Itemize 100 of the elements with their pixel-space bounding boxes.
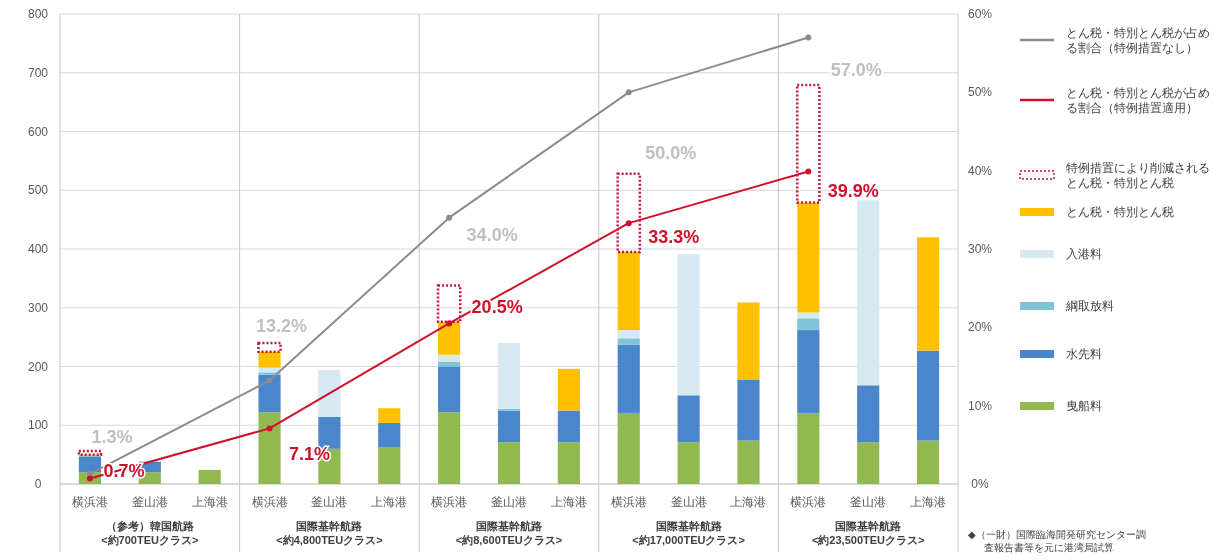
text: 国際基幹航路 <約4,800TEUクラス> <box>276 520 383 546</box>
point <box>266 377 273 384</box>
bar <box>737 380 760 441</box>
y2-tick-label: 40% <box>967 163 993 178</box>
legend-label: とん税・特別とん税が占める割合（特例措置なし） <box>1066 26 1210 55</box>
y-tick-label: 100 <box>27 418 49 433</box>
point <box>625 89 632 96</box>
bar <box>857 442 880 484</box>
text: ◆（一財）国際臨海開発研究センター調査報告書等を元に港湾局試算 <box>968 529 1146 553</box>
point <box>805 34 812 41</box>
bar <box>677 254 700 396</box>
data-label: 50.0% <box>645 143 697 164</box>
y2-tick-label: 10% <box>967 398 993 413</box>
bar <box>916 237 940 351</box>
bar <box>497 410 521 443</box>
x-tick-label: 釜山港 <box>850 495 887 509</box>
legend-label: 水先料 <box>1066 348 1102 360</box>
bar <box>616 172 642 254</box>
bar <box>318 370 341 418</box>
data-label: 34.0% <box>466 224 518 245</box>
y-tick-label: 500 <box>27 183 49 198</box>
bar <box>77 449 103 456</box>
point <box>86 470 93 477</box>
bar <box>78 456 102 473</box>
bar <box>737 440 760 484</box>
point <box>446 320 453 327</box>
legend-label: 綱取放料 <box>1065 300 1114 312</box>
point <box>266 425 273 432</box>
y-tick-label: 800 <box>27 7 49 21</box>
x-tick-label: 上海港 <box>910 495 947 509</box>
text: 国際基幹航路 <約23,500TEUクラス> <box>811 520 925 546</box>
bar <box>797 312 820 319</box>
legend-label: とん税・特別とん税が占める割合（特例措置適用） <box>1066 86 1210 115</box>
legend-label: 曳船料 <box>1066 400 1102 412</box>
y2-tick-label: 20% <box>967 320 993 335</box>
y2-tick-label: 50% <box>967 85 993 100</box>
point <box>625 220 632 227</box>
text: 国際基幹航路 <約17,000TEUクラス> <box>632 520 745 546</box>
bar <box>797 412 820 484</box>
text: 国際基幹航路 <約8,600TEUクラス> <box>455 520 563 546</box>
bar <box>258 351 281 368</box>
x-tick-label: 釜山港 <box>670 495 707 509</box>
bar <box>378 408 401 423</box>
y-tick-label: 700 <box>27 65 49 80</box>
bar <box>438 361 461 367</box>
x-tick-label: 上海港 <box>371 495 408 509</box>
data-label: 1.3% <box>91 426 133 447</box>
bar <box>257 341 282 354</box>
bar <box>617 412 640 484</box>
bar <box>797 318 820 331</box>
x-tick-label: 横浜港 <box>790 495 827 509</box>
legend-label: 入港料 <box>1066 247 1102 260</box>
bar <box>318 417 341 449</box>
bar <box>797 202 820 313</box>
y-tick-label: 400 <box>27 242 49 256</box>
bar <box>617 338 640 345</box>
bar <box>557 442 580 484</box>
y-tick-label: 300 <box>27 300 49 315</box>
data-label: 20.5% <box>471 297 523 318</box>
bar <box>857 385 880 443</box>
data-label: 33.3% <box>648 227 700 248</box>
legend-label: とん税・特別とん税 <box>1066 206 1174 218</box>
bar <box>617 344 640 413</box>
bar <box>438 354 461 362</box>
point <box>446 214 453 221</box>
bar <box>378 447 401 484</box>
data-label: 13.2% <box>256 315 308 336</box>
bar <box>378 422 401 448</box>
bar <box>497 343 521 409</box>
x-tick-label: 横浜港 <box>71 495 108 509</box>
x-tick-label: 横浜港 <box>610 495 647 509</box>
bar <box>857 200 880 386</box>
y2-tick-label: 0% <box>971 477 989 491</box>
text: （参考）韓国航路 <約700TEUクラス> <box>101 520 199 546</box>
y-tick-label: 200 <box>27 359 49 374</box>
bar <box>677 395 700 443</box>
bar <box>258 412 281 484</box>
y-tick-label: 0 <box>34 477 42 491</box>
bar <box>797 330 820 413</box>
bar <box>916 440 940 484</box>
bar <box>438 412 461 484</box>
x-tick-label: 上海港 <box>191 495 228 509</box>
point <box>805 168 812 175</box>
y2-tick-label: 30% <box>967 242 993 256</box>
y-tick-label: 600 <box>27 124 49 139</box>
x-tick-label: 釜山港 <box>131 495 168 509</box>
bar <box>438 321 461 355</box>
bar <box>438 366 461 413</box>
bar <box>557 410 580 443</box>
x-tick-label: 釜山港 <box>491 495 527 509</box>
bar <box>497 442 521 484</box>
x-tick-label: 上海港 <box>550 495 587 509</box>
x-tick-label: 釜山港 <box>311 495 348 509</box>
bar <box>198 469 221 484</box>
bar <box>557 368 580 411</box>
bar <box>617 330 640 339</box>
legend-label: 特例措置により削減されるとん税・特別とん税 <box>1066 161 1210 189</box>
x-tick-label: 上海港 <box>730 495 767 509</box>
bar <box>677 442 700 484</box>
x-tick-label: 横浜港 <box>251 495 288 509</box>
